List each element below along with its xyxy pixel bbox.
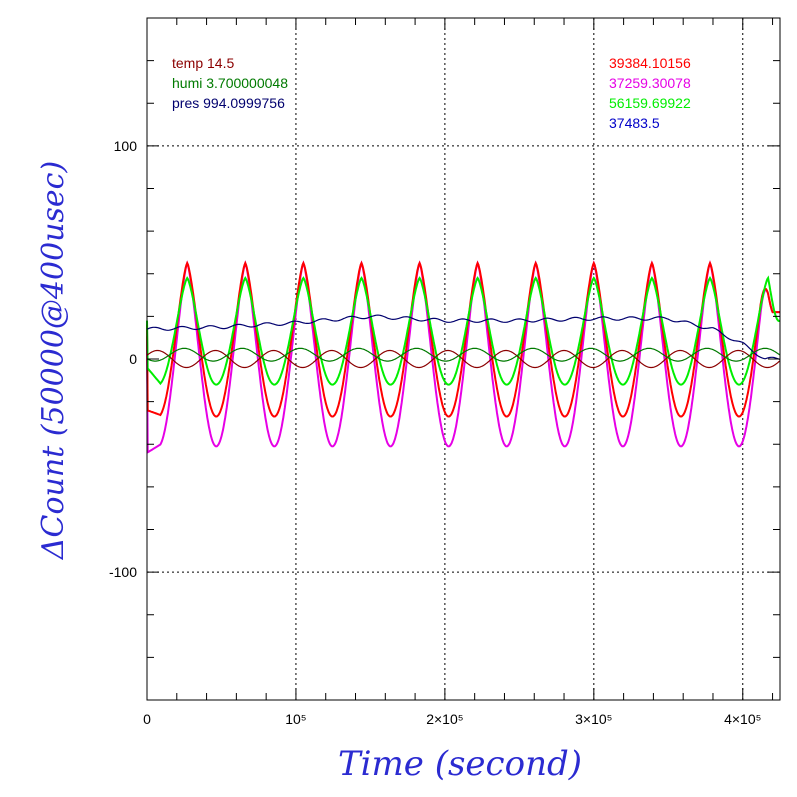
axis-ticks: [146, 18, 780, 700]
y-tick-label: -100: [109, 564, 137, 580]
x-tick-label: 0: [143, 711, 151, 727]
series-line: [146, 349, 781, 369]
legend-entry: 39384.10156: [609, 55, 691, 71]
series-line: [146, 347, 781, 362]
legend-left: temp 14.5 humi 3.700000048 pres 994.099975…: [172, 55, 288, 111]
y-axis-title: ΔCount (50000@400usec): [36, 161, 71, 560]
x-tick-label: 3×10⁵: [575, 711, 612, 727]
x-axis-title: Time (second): [338, 744, 582, 784]
series-line: [146, 275, 781, 386]
legend-entry: temp 14.5: [172, 55, 234, 71]
y-tick-label: 100: [114, 138, 138, 154]
x-tick-label: 4×10⁵: [724, 711, 761, 727]
series-lines: [146, 260, 781, 454]
legend-right: 39384.10156 37259.30078 56159.69922 37483.5: [609, 55, 691, 131]
x-tick-label: 2×10⁵: [426, 711, 463, 727]
legend-entry: 37483.5: [609, 115, 660, 131]
legend-entry: pres 994.0999756: [172, 95, 285, 111]
legend-entry: humi 3.700000048: [172, 75, 288, 91]
legend-entry: 56159.69922: [609, 95, 691, 111]
series-line: [146, 314, 781, 361]
y-tick-label: 0: [129, 351, 137, 367]
tick-labels: 0 10⁵ 2×10⁵ 3×10⁵ 4×10⁵ 100 0 -100: [109, 138, 761, 727]
legend-entry: 37259.30078: [609, 75, 691, 91]
x-tick-label: 10⁵: [285, 711, 306, 727]
